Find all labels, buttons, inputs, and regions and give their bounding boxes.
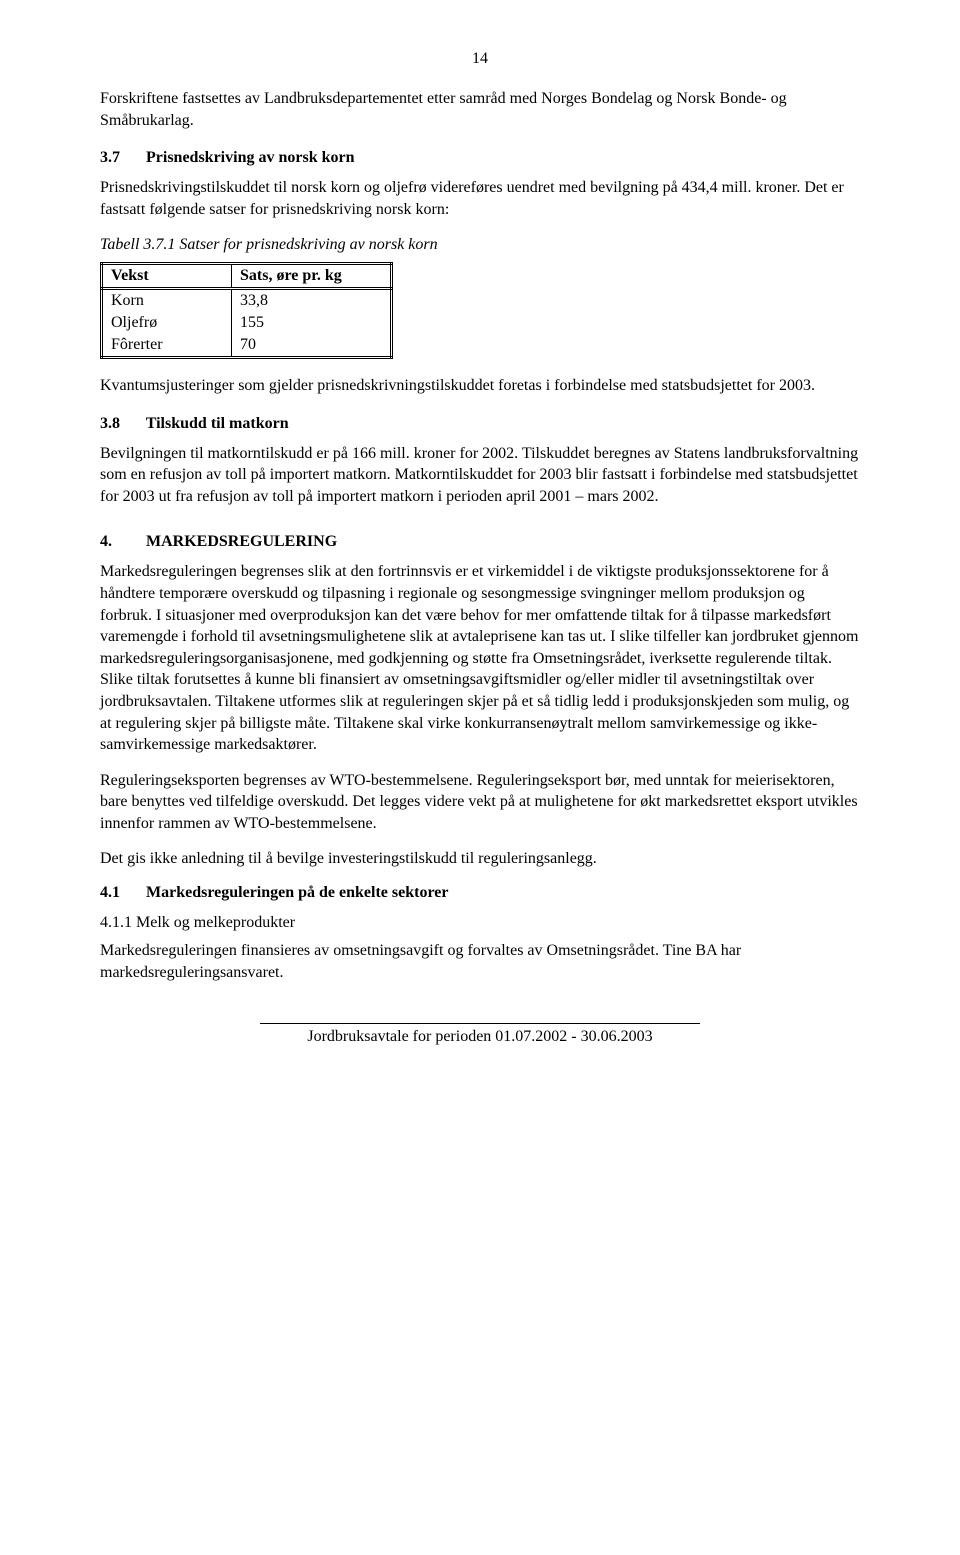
table-caption-3-7-1: Tabell 3.7.1 Satser for prisnedskriving …: [100, 234, 860, 256]
heading-number: 3.8: [100, 415, 142, 433]
col-header-sats: Sats, øre pr. kg: [232, 263, 392, 288]
cell-sats: 33,8: [232, 288, 392, 312]
col-header-vekst: Vekst: [102, 263, 232, 288]
heading-text: Melk og melkeprodukter: [136, 914, 295, 931]
table-row: Korn 33,8: [102, 288, 392, 312]
heading-3-7: 3.7 Prisnedskriving av norsk korn: [100, 149, 860, 167]
heading-4-1-1: 4.1.1 Melk og melkeprodukter: [100, 914, 860, 932]
heading-number: 3.7: [100, 149, 142, 167]
heading-number: 4.: [100, 533, 142, 551]
paragraph-4-1-1: Markedsreguleringen finansieres av omset…: [100, 940, 860, 983]
heading-4-1: 4.1 Markedsreguleringen på de enkelte se…: [100, 884, 860, 902]
paragraph-4-3: Det gis ikke anledning til å bevilge inv…: [100, 848, 860, 870]
heading-text: MARKEDSREGULERING: [146, 533, 337, 550]
paragraph-4-2: Reguleringseksporten begrenses av WTO-be…: [100, 770, 860, 835]
page-number: 14: [100, 50, 860, 68]
heading-number: 4.1.1: [100, 914, 132, 931]
paragraph-3-7: Prisnedskrivingstilskuddet til norsk kor…: [100, 177, 860, 220]
table-row: Fôrerter 70: [102, 334, 392, 358]
intro-paragraph: Forskriftene fastsettes av Landbruksdepa…: [100, 88, 860, 131]
table-header-row: Vekst Sats, øre pr. kg: [102, 263, 392, 288]
cell-sats: 70: [232, 334, 392, 358]
heading-3-8: 3.8 Tilskudd til matkorn: [100, 415, 860, 433]
heading-text: Prisnedskriving av norsk korn: [146, 149, 354, 166]
footer-text: Jordbruksavtale for perioden 01.07.2002 …: [100, 1028, 860, 1046]
cell-vekst: Fôrerter: [102, 334, 232, 358]
table-row: Oljefrø 155: [102, 312, 392, 334]
cell-vekst: Oljefrø: [102, 312, 232, 334]
paragraph-3-8: Bevilgningen til matkorntilskudd er på 1…: [100, 443, 860, 508]
heading-text: Tilskudd til matkorn: [146, 415, 289, 432]
footer-divider: [260, 1023, 700, 1024]
table-3-7-1: Vekst Sats, øre pr. kg Korn 33,8 Oljefrø…: [100, 262, 393, 359]
document-page: 14 Forskriftene fastsettes av Landbruksd…: [0, 0, 960, 1086]
heading-number: 4.1: [100, 884, 142, 902]
paragraph-3-7-post: Kvantumsjusteringer som gjelder prisneds…: [100, 375, 860, 397]
cell-vekst: Korn: [102, 288, 232, 312]
heading-4: 4. MARKEDSREGULERING: [100, 533, 860, 551]
cell-sats: 155: [232, 312, 392, 334]
paragraph-4-1: Markedsreguleringen begrenses slik at de…: [100, 561, 860, 755]
para-text: Markedsreguleringen begrenses slik at de…: [100, 563, 858, 666]
heading-text: Markedsreguleringen på de enkelte sektor…: [146, 884, 448, 901]
